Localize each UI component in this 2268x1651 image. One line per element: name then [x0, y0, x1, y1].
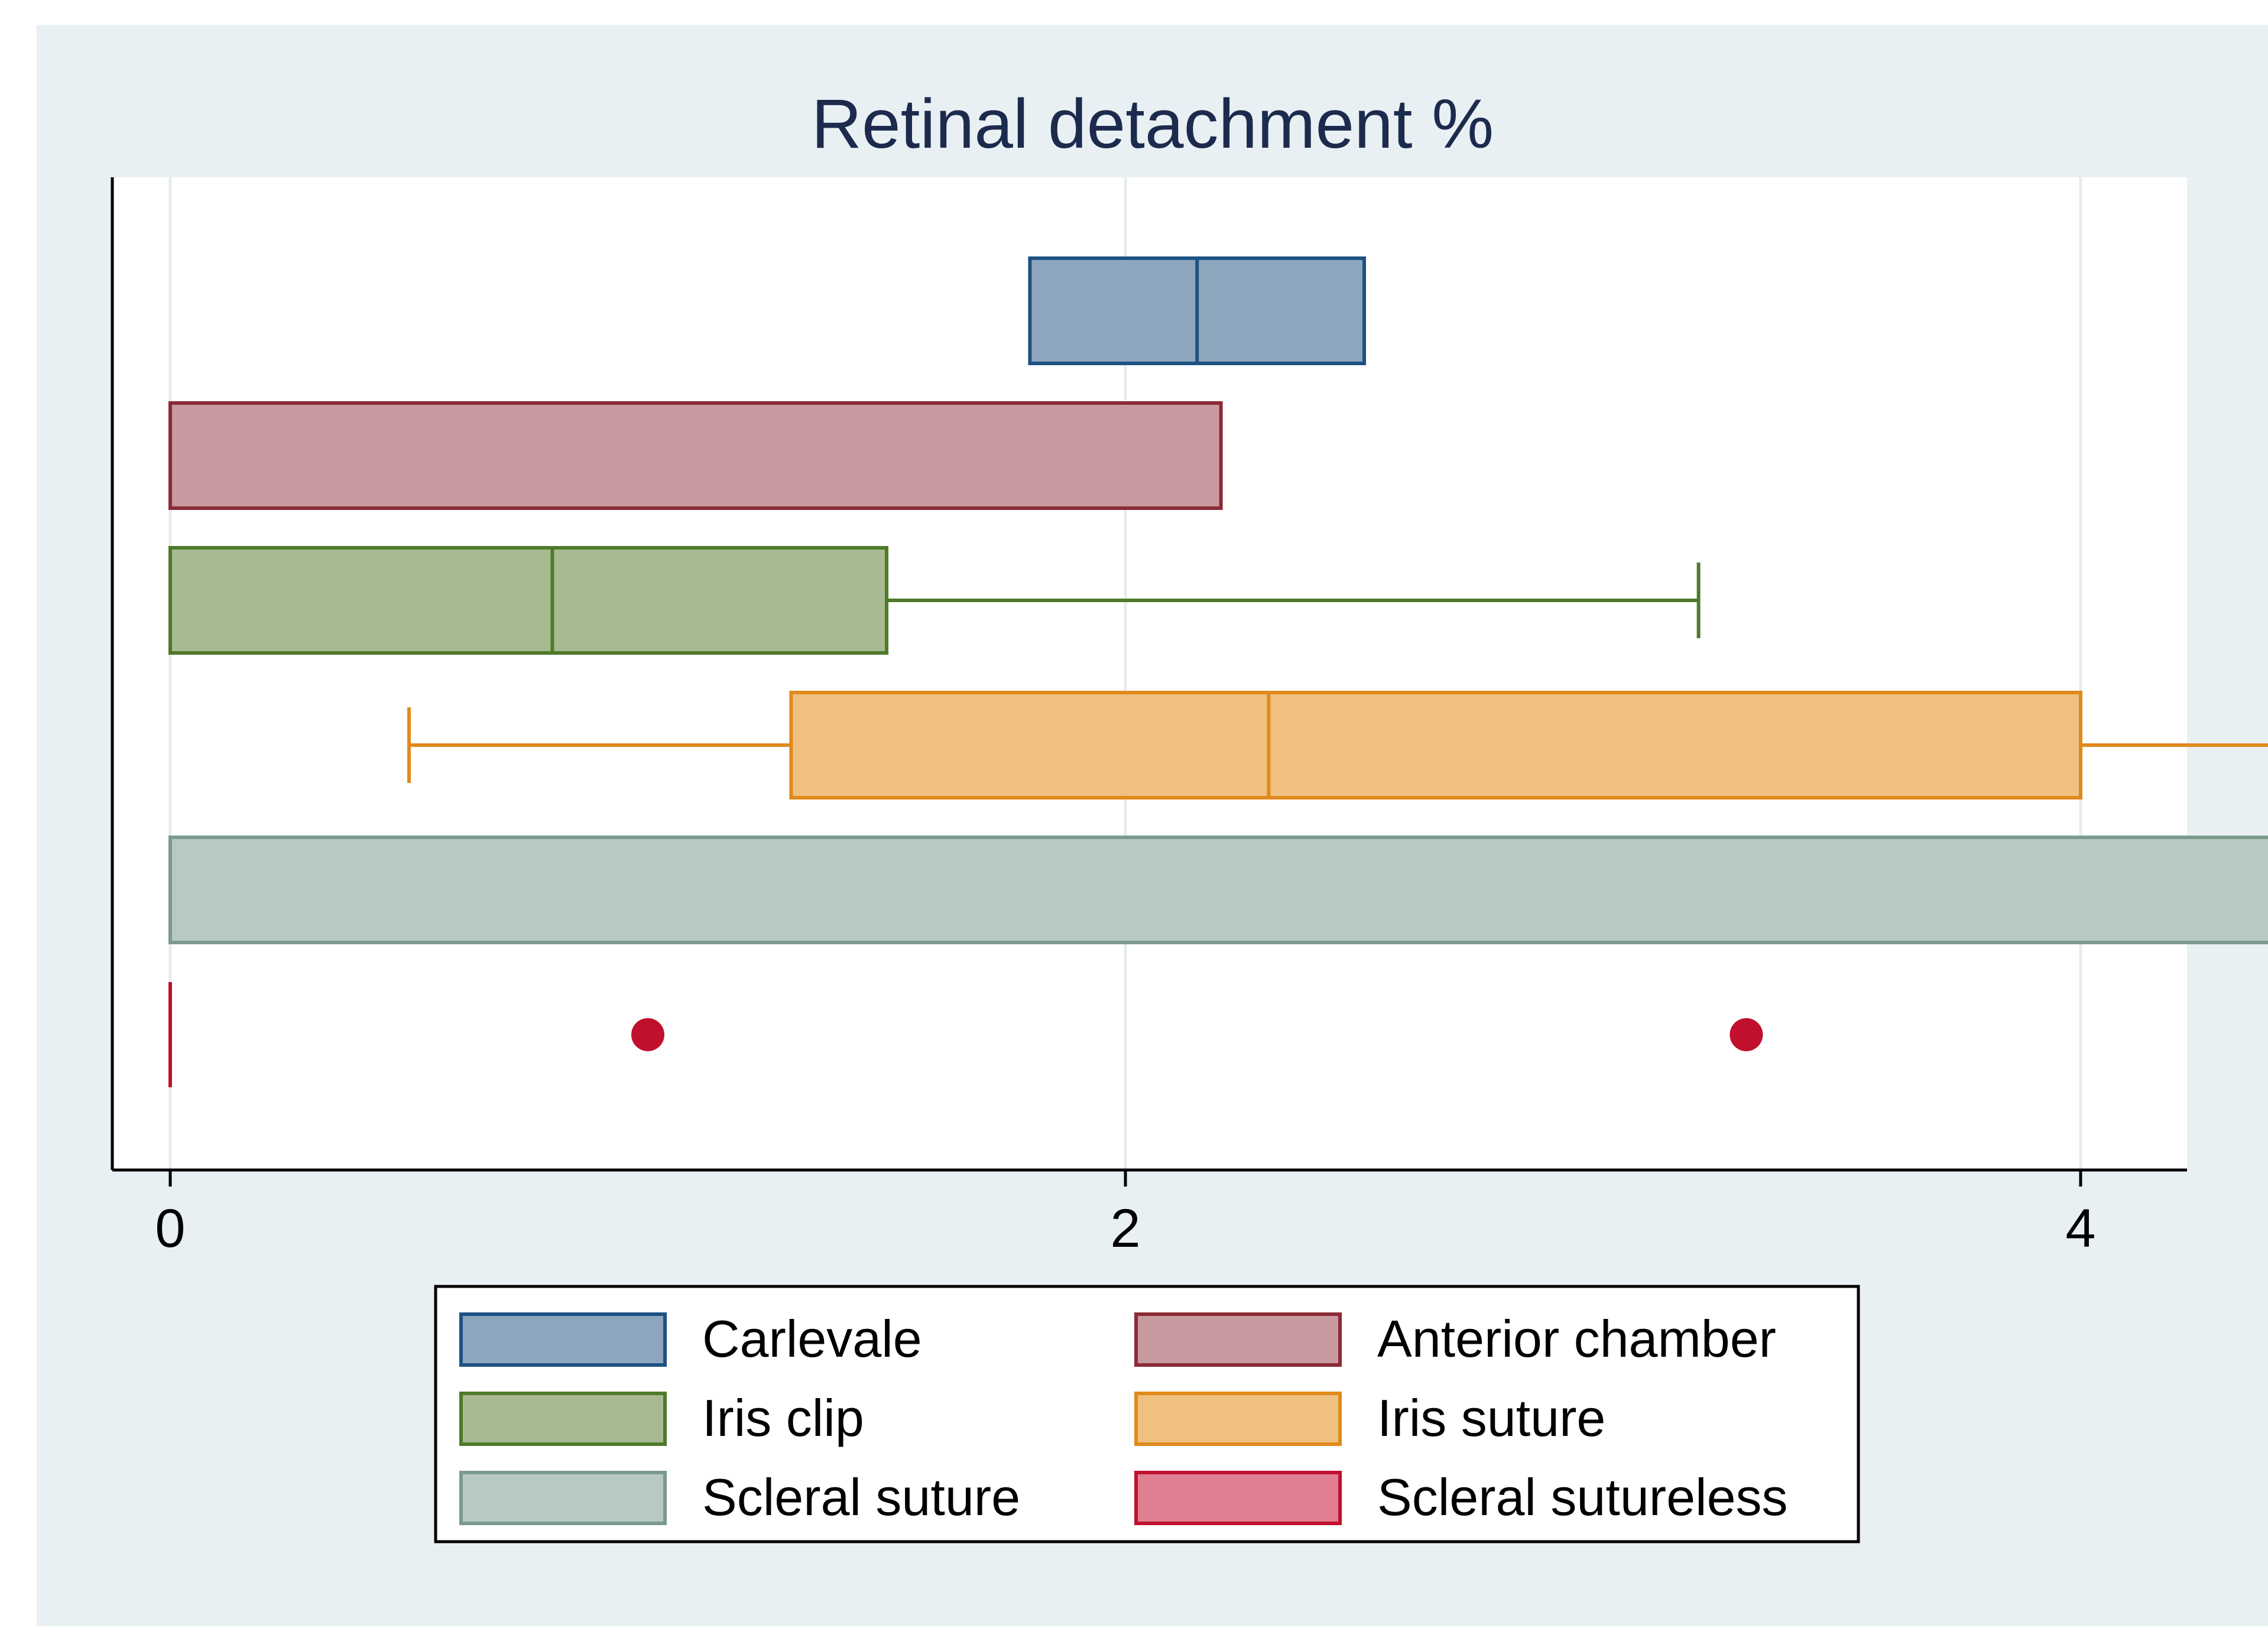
chart-title: Retinal detachment % [812, 85, 1494, 163]
x-tick-label: 0 [155, 1198, 185, 1259]
legend-item: Iris clip [459, 1389, 864, 1447]
x-tick-label: 4 [2065, 1198, 2095, 1259]
legend-item: Scleral suture [459, 1468, 1020, 1526]
legend-item: Carlevale [459, 1309, 922, 1368]
box-series-iris-clip [168, 546, 1701, 655]
legend-label: Scleral sutureless [1377, 1468, 1788, 1526]
legend-label: Anterior chamber [1377, 1309, 1776, 1368]
box-iqr [168, 546, 888, 655]
box-series-scleral-sutureless [168, 982, 1763, 1087]
outlier-point [1730, 1018, 1763, 1051]
legend-swatch [1134, 1312, 1342, 1367]
legend-item: Scleral sutureless [1134, 1468, 1788, 1526]
box-series-scleral-suture [168, 836, 2268, 944]
box-series-iris-suture [407, 691, 2268, 800]
legend-label: Scleral suture [702, 1468, 1020, 1526]
legend-swatch [459, 1392, 667, 1446]
box-series-carlevale [1028, 256, 1366, 365]
legend-label: Iris clip [702, 1389, 864, 1447]
legend-item: Anterior chamber [1134, 1309, 1776, 1368]
legend-swatch [459, 1471, 667, 1525]
legend-label: Iris suture [1377, 1389, 1605, 1447]
legend-swatch [1134, 1471, 1342, 1525]
x-tick-label: 2 [1110, 1198, 1140, 1259]
legend-label: Carlevale [702, 1309, 922, 1368]
series-layer [168, 256, 2268, 1087]
outlier-point [631, 1018, 664, 1051]
box-iqr [168, 401, 1223, 510]
legend: Carlevale Anterior chamber Iris clip Iris s… [434, 1285, 1860, 1543]
box-iqr [168, 836, 2268, 944]
legend-swatch [1134, 1392, 1342, 1446]
legend-item: Iris suture [1134, 1389, 1605, 1447]
box-iqr [789, 691, 2083, 800]
axis-layer: 02468 [111, 177, 2187, 1259]
box-series-anterior-chamber [168, 401, 1223, 510]
legend-swatch [459, 1312, 667, 1367]
